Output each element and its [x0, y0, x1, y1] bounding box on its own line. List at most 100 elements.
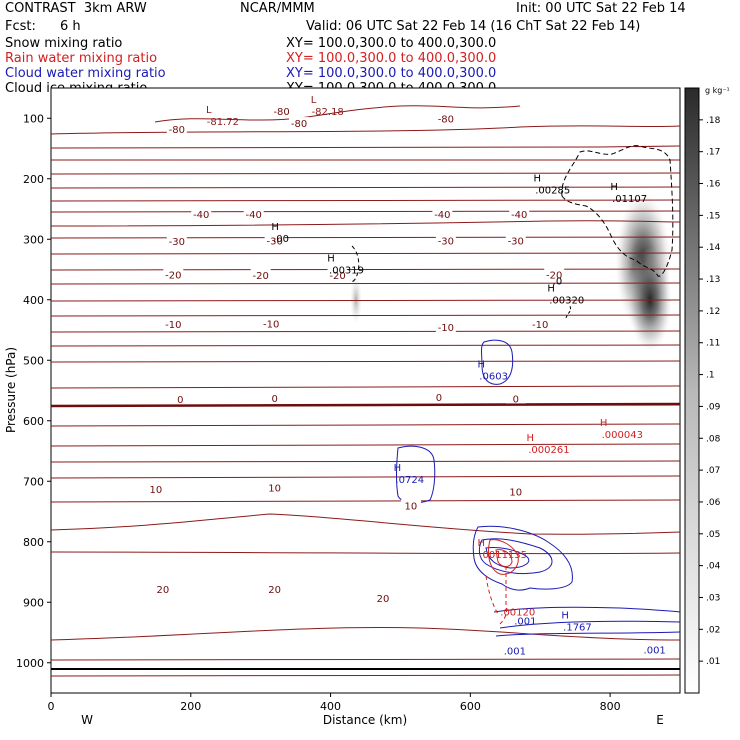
extremum-mark: L	[311, 95, 317, 106]
x-tick-label: 800	[600, 700, 621, 713]
isotherm-label: -30	[508, 236, 524, 247]
rain-water-contours	[485, 539, 519, 625]
isotherm-line	[51, 551, 680, 555]
isotherm-label-bg	[428, 391, 449, 403]
isotherm-label: 0	[513, 394, 519, 405]
isotherm-label-bg	[264, 391, 285, 403]
y-tick-label: 400	[23, 294, 44, 307]
cloud-ice-contour	[561, 145, 674, 277]
y-tick-label: 300	[23, 233, 44, 246]
isotherm-line	[51, 268, 680, 271]
isotherm-line	[51, 220, 680, 227]
extremum-value: .00120	[500, 607, 535, 618]
y-tick-label: 100	[23, 112, 44, 125]
isotherm-label: -30	[438, 236, 454, 247]
cloud-water-contour-surface	[495, 631, 680, 637]
isotherm-label-bg	[166, 123, 187, 135]
isotherm-line	[51, 513, 680, 535]
isotherm-label-bg	[170, 392, 191, 404]
legend-snow: Snow mixing ratio	[5, 36, 123, 51]
isotherm-label-bg	[509, 207, 530, 219]
isotherm-line	[51, 314, 680, 317]
cloud-water-contour-core	[485, 547, 530, 569]
extremum-mark: H	[561, 610, 569, 621]
isotherm-label: -30	[169, 237, 185, 248]
extremum-value: .0011135	[479, 550, 527, 561]
y-tick-label: 900	[23, 596, 44, 609]
isotherm-label-bg	[435, 234, 456, 246]
extremum-mark: H	[394, 463, 402, 474]
cloud-water-contour-low-outer	[472, 525, 573, 591]
isotherm-label-bg	[505, 485, 526, 497]
cloud-ice-contour-small	[349, 245, 360, 283]
isotherm-label: -40	[193, 210, 209, 221]
y-axis-label: Pressure (hPa)	[4, 347, 18, 433]
isotherm-labels: -80-80-80-80-40 -40 -40 -40-30 -30 -30 -30-20-…	[145, 104, 565, 605]
isotherm-label-bg	[163, 268, 184, 280]
isotherm-label: -80	[169, 125, 185, 136]
colorbar-tick-label: .06	[706, 498, 721, 508]
isotherm-zero	[51, 402, 680, 408]
cloud-water-contour-mid	[396, 445, 436, 504]
isotherm-label-bg	[264, 481, 285, 493]
isotherm-line	[51, 199, 680, 202]
isotherm-label-bg	[400, 499, 421, 511]
colorbar-tick-label: .03	[706, 593, 720, 603]
colorbar-tick-label: .14	[706, 243, 721, 253]
isotherm-line	[51, 252, 680, 255]
isotherm-label: -40	[511, 210, 527, 221]
isotherm-label-bg	[152, 582, 173, 594]
distance-axis: 0 200 400 600 800	[48, 693, 621, 713]
isotherm-label: -10	[263, 319, 279, 330]
cloud-ice-contour-tiny	[565, 305, 571, 319]
x-axis-label: Distance (km)	[323, 713, 407, 727]
extremum-mark: H	[271, 222, 279, 233]
isotherm-label-bg	[505, 392, 526, 404]
isotherm-label: 10	[149, 485, 162, 496]
colorbar-unit: g kg⁻¹	[705, 86, 730, 95]
rain-contour	[495, 549, 513, 567]
extremum-value: .001	[514, 616, 536, 627]
isotherm-line	[51, 423, 680, 427]
isotherm-label: -40	[434, 210, 450, 221]
cloud-ice-shading-small	[350, 276, 362, 324]
isotherm-label-bg	[435, 112, 456, 124]
isotherm-label: 10	[509, 488, 522, 499]
isotherm-label-bg	[191, 207, 212, 219]
extremum-value: .0603	[479, 371, 508, 382]
y-tick-label: 1000	[16, 657, 44, 670]
isotherm-line	[51, 172, 680, 175]
colorbar-tick-label: .02	[706, 625, 720, 635]
valid-time: Valid: 06 UTC Sat 22 Feb 14 (16 ChT Sat …	[306, 19, 641, 34]
colorbar-tick-label: .13	[706, 275, 720, 285]
pressure-axis: 100 200 300 400 500 600 700 800 900 1000	[16, 112, 51, 670]
extremum-value: .1767	[563, 622, 592, 633]
extremum-mark: H	[526, 433, 534, 444]
colorbar-tick-label: .07	[706, 466, 720, 476]
legend-rain: Rain water mixing ratio	[5, 51, 158, 66]
isotherm-label-bg	[530, 317, 551, 329]
isotherm-line	[51, 360, 680, 363]
x-tick-label: 0	[48, 700, 55, 713]
colorbar-tick-label: .12	[706, 307, 720, 317]
rain-contour	[487, 539, 519, 575]
extremum-mark: H	[533, 174, 541, 185]
extremum-mark: H	[327, 253, 335, 264]
isotherm-label: -20	[252, 271, 268, 282]
legend-cloud-water-xsect: XY= 100.0,300.0 to 400.0,300.0	[286, 66, 497, 81]
isotherm-m80-a	[154, 105, 521, 123]
extremum-value: .000043	[602, 430, 643, 441]
colorbar-tick-label: .01	[706, 657, 720, 667]
extremum-value: -81.72	[207, 117, 239, 128]
isotherm-line	[51, 344, 680, 347]
isotherm-line	[51, 186, 680, 189]
extremum-value: .000261	[528, 445, 569, 456]
isotherm-label: 20	[268, 585, 281, 596]
extremum-value: .001	[644, 645, 666, 656]
isotherm-label: 0	[436, 393, 442, 404]
extremum-value: .00320	[549, 296, 584, 307]
isotherm-label: -30	[266, 236, 282, 247]
extremum-mark: H	[478, 359, 486, 370]
isotherm-label: 0	[271, 394, 277, 405]
isotherm-label: -80	[291, 119, 307, 130]
